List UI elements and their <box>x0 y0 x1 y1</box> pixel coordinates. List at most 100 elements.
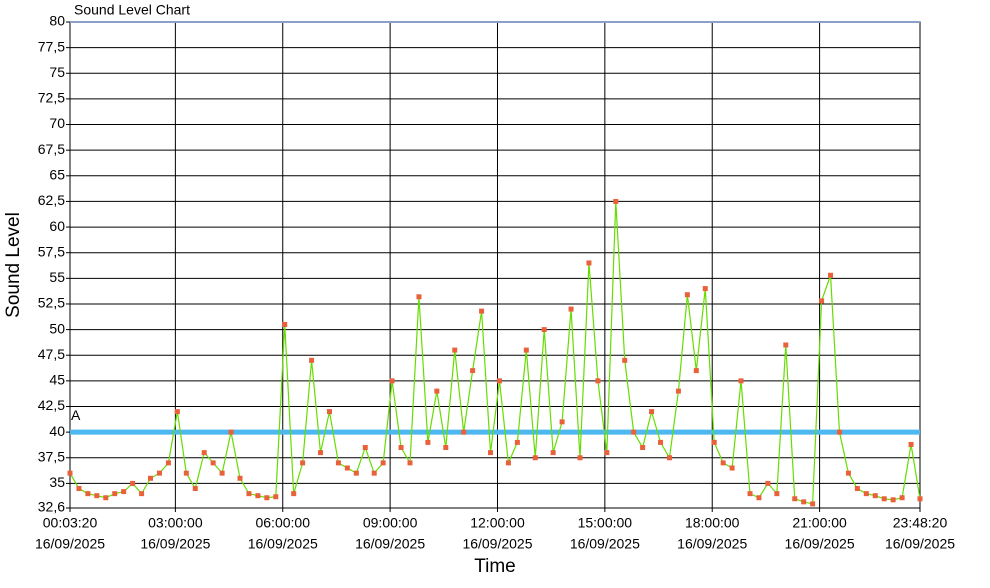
data-point <box>917 496 923 502</box>
data-point <box>881 496 887 502</box>
data-point <box>738 378 744 384</box>
data-point <box>148 475 154 481</box>
data-point <box>443 445 449 451</box>
data-point <box>335 460 341 466</box>
threshold-label: A <box>71 407 81 423</box>
data-point <box>514 439 520 445</box>
data-point <box>774 491 780 497</box>
y-tick-label: 72,5 <box>38 90 65 106</box>
y-tick-label: 47,5 <box>38 346 65 362</box>
y-axis-label: Sound Level <box>3 212 24 318</box>
x-tick-label: 16/09/2025 <box>570 536 640 552</box>
data-point <box>872 493 878 499</box>
data-point <box>675 388 681 394</box>
data-point <box>658 439 664 445</box>
data-point <box>273 494 279 500</box>
data-point <box>309 357 315 363</box>
data-point <box>577 455 583 461</box>
x-tick-label: 03:00:00 <box>148 515 203 531</box>
y-tick-label: 37,5 <box>38 448 65 464</box>
data-point <box>130 480 136 486</box>
data-point <box>291 491 297 497</box>
x-tick-label: 23:48:20 <box>893 515 948 531</box>
data-point <box>344 465 350 471</box>
y-tick-label: 32,6 <box>38 499 65 515</box>
data-point <box>801 499 807 505</box>
y-tick-label: 62,5 <box>38 192 65 208</box>
data-point <box>282 321 288 327</box>
data-point <box>819 298 825 304</box>
data-point <box>76 486 82 492</box>
x-tick-label: 18:00:00 <box>685 515 740 531</box>
data-point <box>702 286 708 292</box>
data-point <box>461 429 467 435</box>
data-point <box>300 460 306 466</box>
y-tick-label: 45 <box>49 372 65 388</box>
data-point <box>237 475 243 481</box>
data-point <box>407 460 413 466</box>
x-axis-label: Time <box>474 556 516 577</box>
data-point <box>112 491 118 497</box>
data-point <box>434 388 440 394</box>
data-point <box>523 347 529 353</box>
data-point <box>228 429 234 435</box>
data-point <box>622 357 628 363</box>
data-point <box>828 272 834 278</box>
y-tick-label: 55 <box>49 269 65 285</box>
data-point <box>192 486 198 492</box>
y-tick-label: 42,5 <box>38 397 65 413</box>
data-point <box>219 470 225 476</box>
data-point <box>398 445 404 451</box>
data-point <box>505 460 511 466</box>
data-point <box>890 497 896 503</box>
y-tick-label: 52,5 <box>38 295 65 311</box>
y-tick-label: 50 <box>49 320 65 336</box>
data-point <box>863 491 869 497</box>
data-point <box>264 495 270 501</box>
data-point <box>640 445 646 451</box>
data-point <box>496 378 502 384</box>
y-tick-label: 57,5 <box>38 243 65 259</box>
x-tick-label: 00:03:20 <box>43 515 98 531</box>
data-point <box>541 327 547 333</box>
data-point <box>246 491 252 497</box>
data-point <box>479 308 485 314</box>
x-tick-label: 16/09/2025 <box>35 536 105 552</box>
x-tick-label: 16/09/2025 <box>248 536 318 552</box>
data-point <box>908 441 914 447</box>
data-point <box>318 450 324 456</box>
data-point <box>604 450 610 456</box>
y-tick-label: 77,5 <box>38 38 65 54</box>
x-tick-label: 16/09/2025 <box>140 536 210 552</box>
data-point <box>255 493 261 499</box>
y-tick-label: 35 <box>49 474 65 490</box>
data-point <box>586 260 592 266</box>
data-point <box>836 429 842 435</box>
data-point <box>210 460 216 466</box>
plot-area <box>69 21 921 509</box>
chart-title: Sound Level Chart <box>74 2 190 18</box>
data-point <box>389 378 395 384</box>
data-point <box>559 419 565 425</box>
data-point <box>810 501 816 507</box>
data-point <box>380 460 386 466</box>
y-tick-label: 75 <box>49 64 65 80</box>
data-point <box>139 491 145 497</box>
data-point <box>488 450 494 456</box>
x-tick-label: 16/09/2025 <box>885 536 955 552</box>
data-point <box>613 198 619 204</box>
data-point <box>765 480 771 486</box>
data-point <box>899 495 905 501</box>
data-point <box>550 450 556 456</box>
data-point <box>532 455 538 461</box>
x-tick-label: 15:00:00 <box>578 515 633 531</box>
data-point <box>416 294 422 300</box>
data-point <box>156 470 162 476</box>
data-point <box>371 470 377 476</box>
data-point <box>595 378 601 384</box>
x-tick-label: 06:00:00 <box>255 515 310 531</box>
data-point <box>631 429 637 435</box>
x-tick-label: 16/09/2025 <box>355 536 425 552</box>
x-tick-label: 21:00:00 <box>792 515 847 531</box>
data-point <box>470 368 476 374</box>
